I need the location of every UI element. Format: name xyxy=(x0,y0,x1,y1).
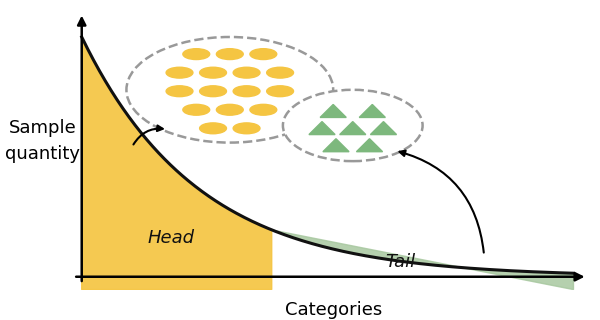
Ellipse shape xyxy=(166,67,193,78)
Ellipse shape xyxy=(166,86,193,97)
Polygon shape xyxy=(356,139,383,152)
Ellipse shape xyxy=(266,86,293,97)
Ellipse shape xyxy=(266,67,293,78)
Polygon shape xyxy=(82,37,272,290)
Ellipse shape xyxy=(233,123,260,134)
Text: Tail: Tail xyxy=(385,253,415,271)
Text: Sample
quantity: Sample quantity xyxy=(5,119,80,164)
Ellipse shape xyxy=(233,67,260,78)
Ellipse shape xyxy=(217,104,243,115)
Circle shape xyxy=(283,90,422,161)
Ellipse shape xyxy=(200,67,226,78)
Circle shape xyxy=(127,37,333,143)
Ellipse shape xyxy=(217,49,243,60)
Ellipse shape xyxy=(183,104,209,115)
Polygon shape xyxy=(309,122,335,135)
Polygon shape xyxy=(340,122,366,135)
Ellipse shape xyxy=(250,49,277,60)
Polygon shape xyxy=(359,104,385,117)
Ellipse shape xyxy=(250,104,277,115)
Polygon shape xyxy=(320,104,346,117)
Polygon shape xyxy=(370,122,397,135)
Ellipse shape xyxy=(200,123,226,134)
Text: Categories: Categories xyxy=(284,300,382,319)
Polygon shape xyxy=(323,139,349,152)
Ellipse shape xyxy=(183,49,209,60)
Ellipse shape xyxy=(233,86,260,97)
Ellipse shape xyxy=(200,86,226,97)
Text: Head: Head xyxy=(148,229,194,247)
Polygon shape xyxy=(272,230,574,290)
